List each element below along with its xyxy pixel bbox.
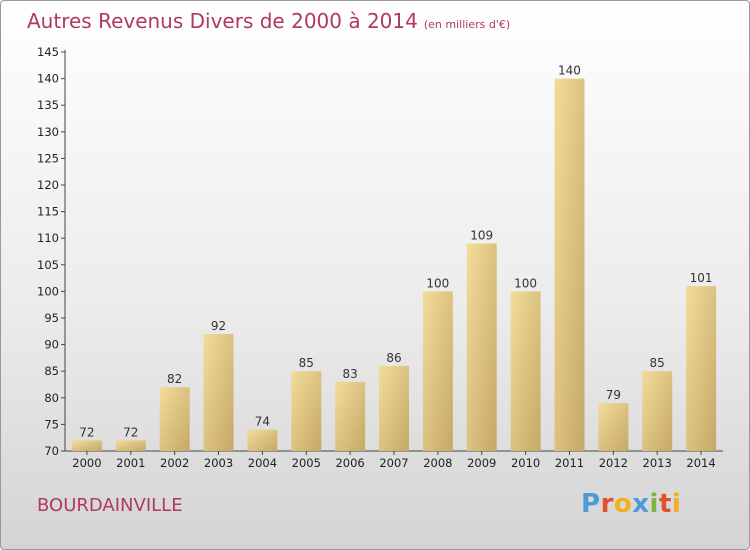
bar-2000 (71, 440, 102, 451)
x-tick-label: 2008 (423, 456, 452, 470)
y-tick-label: 70 (44, 444, 59, 458)
proxiti-logo[interactable]: Proxiti (581, 489, 681, 519)
bar-2004 (247, 429, 278, 451)
bar-2011 (554, 78, 585, 451)
y-tick-label: 100 (37, 284, 59, 298)
value-label-2010: 100 (514, 276, 537, 290)
bar-2001 (115, 440, 146, 451)
x-tick-label: 2014 (686, 456, 715, 470)
chart-title: Autres Revenus Divers de 2000 à 2014 (en … (27, 9, 510, 33)
value-label-2012: 79 (606, 388, 621, 402)
bar-2010 (510, 291, 541, 451)
value-labels: 72 72 82 92 74 85 83 86 100 109 100 140 79 85 101 (79, 64, 712, 440)
bar-2008 (422, 291, 453, 451)
bar-2006 (335, 381, 366, 451)
value-label-2007: 86 (386, 351, 401, 365)
bar-2007 (379, 365, 409, 451)
value-label-2008: 100 (426, 276, 449, 290)
value-label-2003: 92 (211, 319, 226, 333)
logo-letter: t (658, 489, 672, 519)
y-tick-label: 125 (37, 151, 59, 165)
y-tick-label: 90 (44, 338, 59, 352)
value-label-2011: 140 (558, 64, 581, 78)
y-tick-label: 145 (37, 45, 59, 59)
logo-letter: r (600, 489, 614, 519)
bar-2009 (466, 243, 497, 451)
value-label-2005: 85 (299, 356, 314, 370)
bar-2002 (159, 387, 190, 451)
y-tick-label: 130 (37, 125, 59, 139)
bar-2003 (203, 333, 234, 451)
x-tick-label: 2002 (160, 456, 189, 470)
logo-letter: P (581, 489, 601, 519)
y-tick-label: 80 (44, 391, 59, 405)
x-tick-label: 2000 (72, 456, 101, 470)
value-label-2006: 83 (342, 367, 357, 381)
title-unit: (en milliers d'€) (423, 18, 511, 31)
value-label-2002: 82 (167, 372, 182, 386)
value-label-2013: 85 (650, 356, 665, 370)
x-tick-label: 2004 (248, 456, 277, 470)
value-label-2001: 72 (123, 425, 138, 439)
y-tick-label: 75 (44, 417, 59, 431)
y-tick-label: 120 (37, 178, 59, 192)
x-tick-label: 2007 (379, 456, 408, 470)
y-tick-label: 85 (44, 364, 59, 378)
y-tick-label: 115 (37, 205, 59, 219)
x-tick-label: 2003 (204, 456, 233, 470)
logo-letter: i (671, 489, 682, 519)
y-tick-label: 140 (37, 72, 59, 86)
value-label-2004: 74 (255, 415, 270, 429)
bar-2013 (642, 371, 673, 451)
x-tick-label: 2012 (599, 456, 628, 470)
value-label-2014: 101 (690, 271, 713, 285)
logo-letter: i (649, 489, 659, 519)
logo-letter: o (613, 489, 633, 519)
logo-letter: x (632, 489, 650, 519)
bar-2014 (686, 286, 717, 451)
axes: 70 75 80 85 90 95 100 105 110 115 120 125 130 135 140 1… (37, 45, 723, 470)
value-label-2009: 109 (470, 229, 493, 243)
x-tick-label: 2005 (292, 456, 321, 470)
x-tick-label: 2001 (116, 456, 145, 470)
y-tick-label: 135 (37, 98, 59, 112)
bars (71, 78, 717, 451)
bar-2005 (291, 371, 322, 451)
title-text: Autres Revenus Divers de 2000 à 2014 (27, 9, 418, 33)
x-tick-label: 2013 (643, 456, 672, 470)
x-tick-label: 2011 (555, 456, 584, 470)
location-label: BOURDAINVILLE (37, 495, 183, 516)
y-tick-label: 110 (37, 231, 59, 245)
x-tick-label: 2006 (335, 456, 364, 470)
bar-2012 (598, 403, 629, 451)
x-tick-label: 2010 (511, 456, 540, 470)
y-tick-label: 95 (44, 311, 59, 325)
value-label-2000: 72 (79, 425, 94, 439)
y-tick-label: 105 (37, 258, 59, 272)
x-tick-label: 2009 (467, 456, 496, 470)
